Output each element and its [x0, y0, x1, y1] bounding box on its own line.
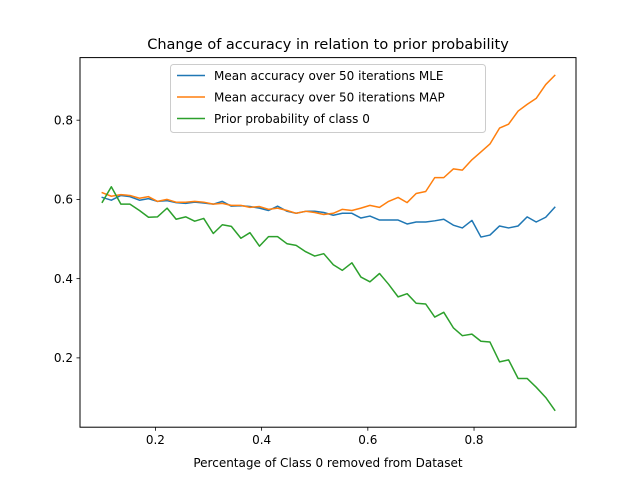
legend-label-2: Mean accuracy over 50 iterations MAP	[214, 90, 445, 104]
legend-label-1: Mean accuracy over 50 iterations MLE	[214, 69, 444, 83]
series-layer	[101, 74, 556, 412]
y-tick-label: 0.6	[54, 193, 73, 207]
series-line-2	[101, 74, 556, 216]
x-axis: 0.2 0.4 0.6 0.8	[146, 427, 484, 447]
x-tick-label: 0.6	[358, 433, 377, 447]
x-tick-label: 0.8	[464, 433, 483, 447]
legend-label-3: Prior probability of class 0	[214, 112, 370, 126]
x-tick-label: 0.4	[252, 433, 271, 447]
legend: Mean accuracy over 50 iterations MLE Mean…	[170, 64, 486, 133]
chart-title: Change of accuracy in relation to prior …	[147, 37, 509, 53]
y-axis: 0.2 0.4 0.6 0.8	[54, 113, 80, 365]
x-tick-label: 0.2	[146, 433, 165, 447]
legend-box	[170, 64, 486, 133]
plot-frame	[79, 57, 577, 428]
series-line-3	[101, 185, 556, 412]
y-tick-label: 0.2	[54, 351, 73, 365]
y-tick-label: 0.4	[54, 272, 73, 286]
y-tick-label: 0.8	[54, 113, 73, 127]
x-axis-label: Percentage of Class 0 removed from Datas…	[193, 456, 463, 470]
